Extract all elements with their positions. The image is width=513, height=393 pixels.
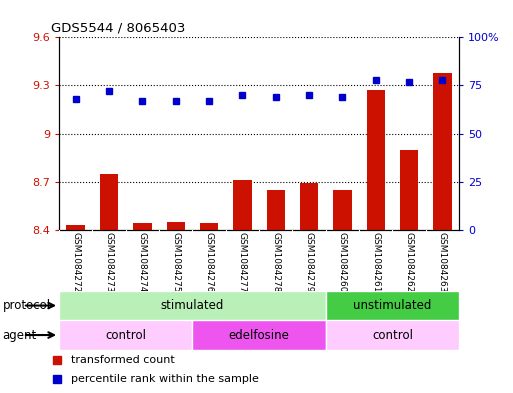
Text: GSM1084272: GSM1084272	[71, 232, 80, 292]
Bar	[433, 73, 451, 230]
Text: control: control	[105, 329, 146, 342]
Text: GSM1084263: GSM1084263	[438, 232, 447, 292]
Bar	[233, 180, 251, 230]
Text: control: control	[372, 329, 413, 342]
Bar	[300, 184, 318, 230]
Text: GSM1084275: GSM1084275	[171, 232, 180, 292]
Text: GSM1084261: GSM1084261	[371, 232, 380, 292]
Text: protocol: protocol	[3, 299, 51, 312]
Text: edelfosine: edelfosine	[229, 329, 289, 342]
Bar	[67, 225, 85, 230]
Bar	[133, 224, 151, 230]
Text: GDS5544 / 8065403: GDS5544 / 8065403	[51, 22, 185, 35]
Text: transformed count: transformed count	[71, 354, 175, 365]
Text: stimulated: stimulated	[161, 299, 224, 312]
Bar	[326, 291, 459, 320]
Text: GSM1084277: GSM1084277	[238, 232, 247, 292]
Text: GSM1084278: GSM1084278	[271, 232, 280, 292]
Text: GSM1084276: GSM1084276	[205, 232, 213, 292]
Bar	[367, 90, 385, 230]
Text: GSM1084273: GSM1084273	[105, 232, 113, 292]
Bar	[59, 320, 192, 350]
Bar	[267, 190, 285, 230]
Bar	[333, 190, 351, 230]
Bar	[59, 291, 326, 320]
Text: percentile rank within the sample: percentile rank within the sample	[71, 374, 259, 384]
Bar	[400, 150, 418, 230]
Text: GSM1084279: GSM1084279	[305, 232, 313, 292]
Bar	[167, 222, 185, 230]
Text: GSM1084260: GSM1084260	[338, 232, 347, 292]
Text: unstimulated: unstimulated	[353, 299, 431, 312]
Text: GSM1084274: GSM1084274	[138, 232, 147, 292]
Bar	[200, 224, 218, 230]
Bar	[192, 320, 326, 350]
Bar	[100, 174, 118, 230]
Text: agent: agent	[3, 329, 37, 342]
Bar	[326, 320, 459, 350]
Text: GSM1084262: GSM1084262	[405, 232, 413, 292]
